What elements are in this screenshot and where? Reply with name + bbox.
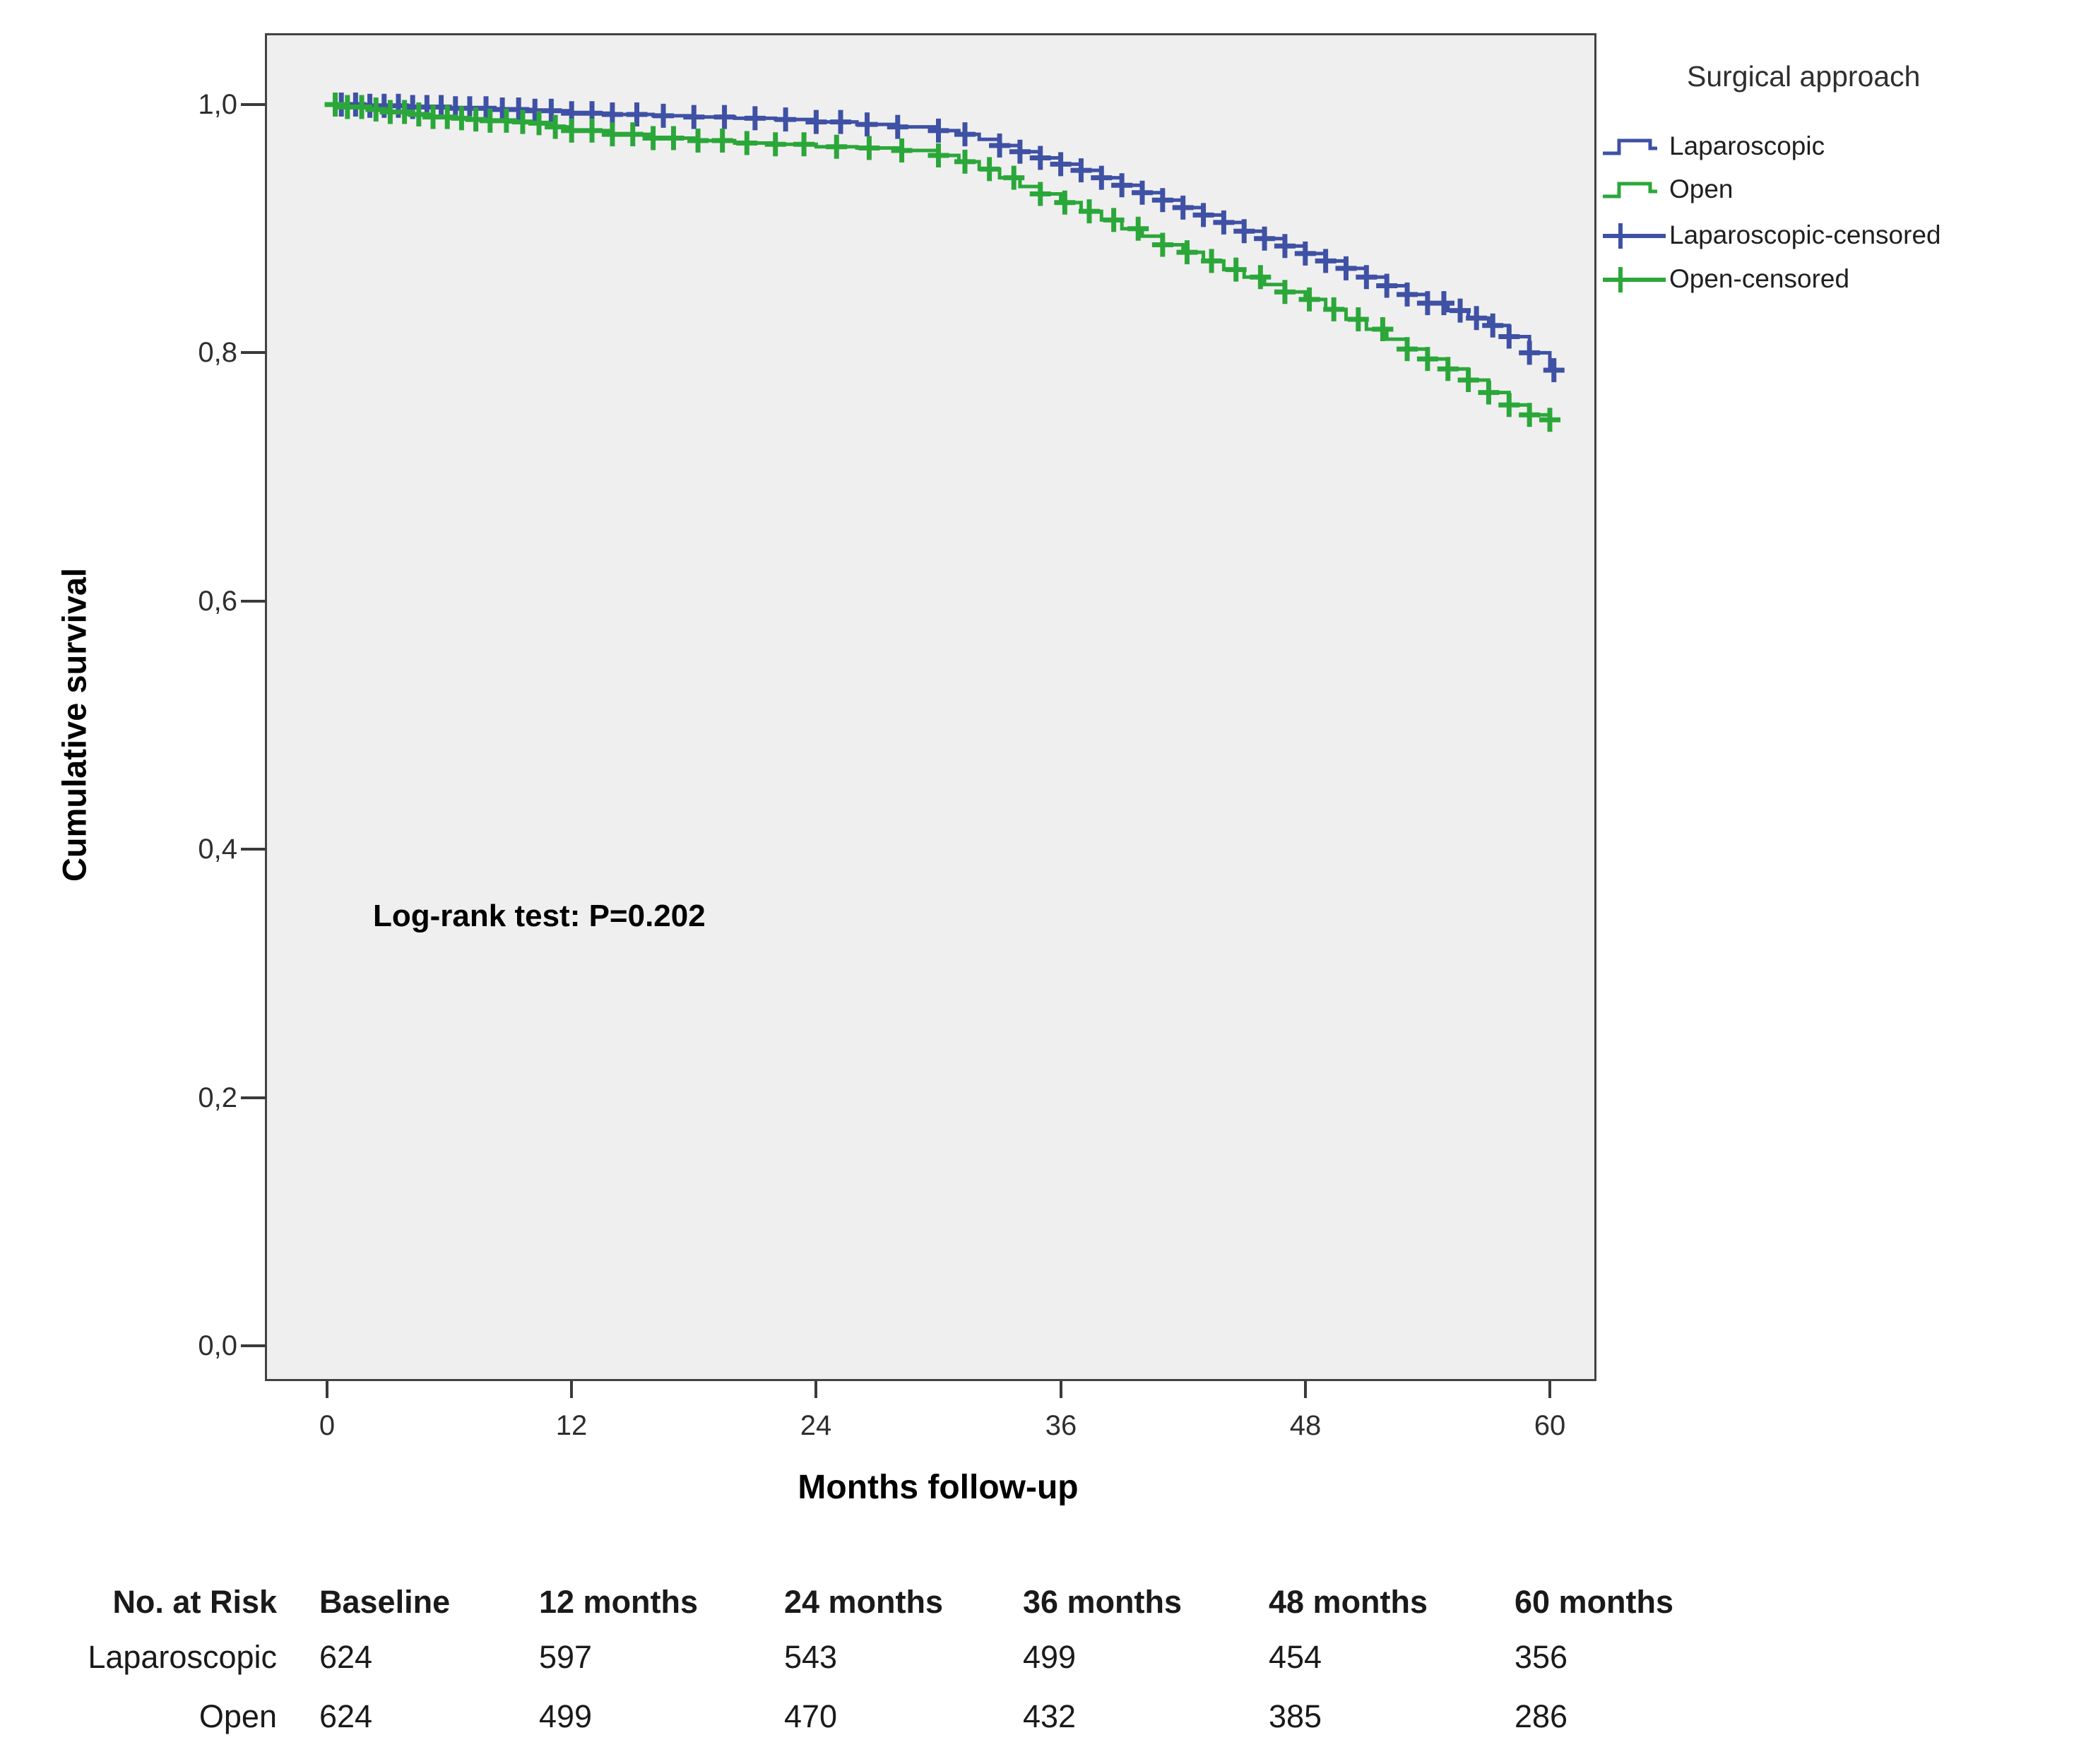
y-axis-tick-mark xyxy=(241,1096,265,1099)
x-tick-label: 60 xyxy=(1534,1410,1566,1441)
x-axis-title: Months follow-up xyxy=(798,1469,1079,1506)
y-tick-label: 0,4 xyxy=(198,834,237,865)
legend-item-open: Open xyxy=(1601,173,1733,206)
risk-table-header: 24 months xyxy=(784,1584,944,1620)
legend-item-laparoscopic: Laparoscopic xyxy=(1601,130,1825,162)
risk-table-value: 624 xyxy=(319,1698,373,1734)
y-tick-label: 0,2 xyxy=(198,1082,237,1113)
legend-item-open-censored: Open-censored xyxy=(1601,263,1849,295)
x-axis-tick-mark xyxy=(814,1381,818,1398)
y-axis-tick-mark xyxy=(241,848,265,851)
x-tick-label: 36 xyxy=(1045,1410,1077,1441)
legend-label: Open-censored xyxy=(1669,264,1850,293)
x-axis-tick-mark xyxy=(1059,1381,1062,1398)
x-tick-label: 12 xyxy=(555,1410,588,1441)
risk-table-value: 432 xyxy=(1023,1698,1077,1734)
y-axis-title: Cumulative survival xyxy=(55,567,93,882)
step-line-icon xyxy=(1603,182,1657,199)
risk-table-value: 543 xyxy=(784,1639,838,1675)
censor-marks-open xyxy=(324,93,1560,432)
risk-table-header: 36 months xyxy=(1023,1584,1183,1620)
y-tick-label: 0,6 xyxy=(198,586,237,617)
y-axis-tick-mark xyxy=(241,351,265,355)
risk-table-value: 454 xyxy=(1269,1639,1322,1675)
legend-title: Surgical approach xyxy=(1687,60,1921,93)
risk-table-value: 499 xyxy=(539,1698,593,1734)
risk-table-row-label: Open xyxy=(198,1698,277,1734)
risk-table-value: 286 xyxy=(1515,1698,1568,1734)
risk-table-value: 597 xyxy=(539,1639,593,1675)
x-axis-tick-mark xyxy=(1548,1381,1551,1398)
x-axis-tick-mark xyxy=(326,1381,328,1398)
x-tick-label: 48 xyxy=(1289,1410,1322,1441)
y-axis-tick-mark xyxy=(241,1344,265,1347)
risk-table-corner: No. at Risk xyxy=(112,1584,277,1620)
risk-table-row-label: Laparoscopic xyxy=(88,1639,277,1675)
legend-label: Laparoscopic xyxy=(1669,131,1825,160)
log-rank-annotation: Log-rank test: P=0.202 xyxy=(373,899,706,933)
risk-table-value: 499 xyxy=(1023,1639,1077,1675)
legend-label: Laparoscopic-censored xyxy=(1669,220,1941,249)
risk-table-value: 385 xyxy=(1269,1698,1322,1734)
x-axis-tick-mark xyxy=(570,1381,574,1398)
survival-plot-svg xyxy=(324,93,1565,432)
y-tick-label: 0,0 xyxy=(198,1330,237,1361)
y-axis-tick-mark xyxy=(241,103,265,106)
x-axis-tick-mark xyxy=(1303,1381,1307,1398)
x-tick-label: 24 xyxy=(800,1410,832,1441)
plus-line-icon xyxy=(1603,267,1666,292)
plot-area xyxy=(265,33,1596,1381)
risk-table-header: 60 months xyxy=(1515,1584,1674,1620)
risk-table-header: 48 months xyxy=(1269,1584,1428,1620)
x-tick-label: 0 xyxy=(319,1410,336,1441)
risk-table-value: 356 xyxy=(1515,1639,1568,1675)
legend-label: Open xyxy=(1669,174,1733,203)
risk-table-header: 12 months xyxy=(539,1584,699,1620)
censor-marks-laparoscopic xyxy=(331,93,1565,382)
legend-item-laparoscopic-censored: Laparoscopic-censored xyxy=(1601,219,1941,251)
risk-table-value: 624 xyxy=(319,1639,373,1675)
y-axis-tick-mark xyxy=(241,599,265,603)
step-line-icon xyxy=(1603,138,1657,155)
survival-curve-open xyxy=(327,102,1556,422)
risk-table-header: Baseline xyxy=(319,1584,451,1620)
risk-table-value: 470 xyxy=(784,1698,838,1734)
plus-line-icon xyxy=(1603,223,1666,249)
y-tick-label: 1,0 xyxy=(198,89,237,120)
y-tick-label: 0,8 xyxy=(198,337,237,368)
